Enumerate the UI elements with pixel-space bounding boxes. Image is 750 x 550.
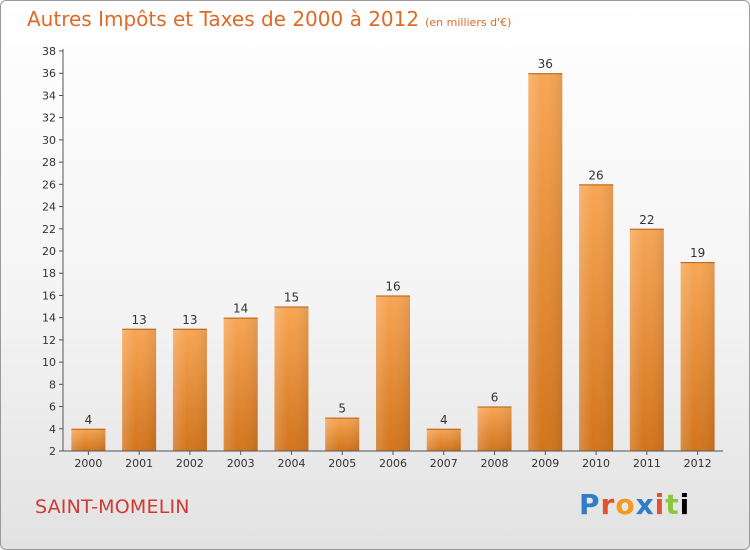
bar-2005: 5 — [325, 402, 360, 451]
bar-shade — [274, 306, 309, 451]
bar-2004: 15 — [274, 291, 309, 451]
bar-value-label: 36 — [538, 57, 553, 71]
bar-2010: 26 — [579, 168, 614, 452]
bar-shade — [172, 328, 207, 451]
logo-letter: i — [679, 488, 691, 521]
bar-2012: 19 — [680, 246, 715, 451]
x-tick-label: 2002 — [176, 457, 204, 470]
bar-shade — [223, 317, 258, 451]
bar-2003: 14 — [223, 302, 258, 451]
bar-shade — [122, 328, 157, 451]
bar-value-label: 13 — [132, 313, 147, 327]
bar-shade — [579, 184, 614, 452]
bar-value-label: 4 — [85, 413, 93, 427]
y-tick-label: 38 — [42, 45, 56, 58]
y-tick-label: 32 — [42, 112, 56, 125]
bar-shade — [376, 295, 410, 451]
logo-letter: x — [635, 488, 655, 521]
logo-letter: t — [665, 488, 680, 521]
x-tick-label: 2004 — [277, 457, 305, 470]
bar-shade — [71, 428, 106, 451]
bar-shade — [426, 428, 461, 451]
bar-value-label: 4 — [440, 413, 448, 427]
bar-2011: 22 — [629, 213, 664, 451]
logo-letter: r — [600, 488, 616, 521]
bar-shade — [629, 228, 664, 451]
x-tick-label: 2011 — [633, 457, 661, 470]
bar-value-label: 19 — [690, 246, 705, 260]
bar-shade — [680, 262, 715, 451]
y-tick-label: 30 — [42, 134, 56, 147]
y-tick-label: 36 — [42, 67, 56, 80]
chart-unit: (en milliers d'€) — [425, 16, 512, 29]
x-tick-label: 2009 — [531, 457, 559, 470]
bar-value-label: 15 — [284, 291, 299, 305]
y-tick-label: 6 — [49, 401, 56, 414]
y-tick-label: 22 — [42, 223, 56, 236]
bar-shade — [477, 406, 512, 451]
bar-2009: 36 — [528, 57, 563, 451]
y-tick-label: 28 — [42, 156, 56, 169]
bar-value-label: 16 — [385, 279, 400, 293]
x-tick-label: 2000 — [74, 457, 102, 470]
bar-2008: 6 — [477, 391, 512, 451]
chart-title-text: Autres Impôts et Taxes de 2000 à 2012 — [27, 7, 420, 31]
bar-2007: 4 — [426, 413, 461, 451]
x-tick-label: 2005 — [328, 457, 356, 470]
logo-letter: o — [615, 488, 636, 521]
bar-2000: 4 — [71, 413, 106, 451]
bar-value-label: 13 — [182, 313, 197, 327]
bar-2001: 13 — [122, 313, 157, 451]
y-tick-label: 2 — [49, 445, 56, 458]
bar-shade — [528, 73, 563, 451]
x-tick-label: 2001 — [125, 457, 153, 470]
logo-letter: P — [579, 488, 601, 521]
y-tick-label: 24 — [42, 201, 56, 214]
bar-value-label: 5 — [338, 402, 346, 416]
x-tick-label: 2007 — [430, 457, 458, 470]
y-tick-label: 10 — [42, 356, 56, 369]
logo-letter: i — [654, 488, 666, 521]
bar-value-label: 22 — [639, 213, 654, 227]
x-tick-label: 2012 — [684, 457, 712, 470]
bar-value-label: 6 — [491, 391, 499, 405]
x-tick-label: 2003 — [227, 457, 255, 470]
y-tick-label: 18 — [42, 267, 56, 280]
bar-shade — [325, 417, 360, 451]
bar-value-label: 14 — [233, 302, 248, 316]
y-tick-label: 4 — [49, 423, 56, 436]
x-tick-label: 2006 — [379, 457, 407, 470]
y-tick-label: 34 — [42, 89, 56, 102]
y-tick-label: 26 — [42, 178, 56, 191]
y-tick-label: 12 — [42, 334, 56, 347]
x-axis: 2000 2001 2002 2003 2004 2005 2006 2007 2008 2009… — [63, 450, 723, 470]
chart-title: Autres Impôts et Taxes de 2000 à 2012 (en… — [27, 7, 511, 31]
y-tick-label: 14 — [42, 312, 56, 325]
commune-name: SAINT-MOMELIN — [35, 496, 190, 518]
bar-2002: 13 — [172, 313, 207, 451]
x-tick-label: 2008 — [481, 457, 509, 470]
proxiti-logo: Proxiti — [579, 488, 690, 521]
bar-2006: 16 — [376, 279, 410, 451]
y-tick-label: 20 — [42, 245, 56, 258]
x-tick-label: 2010 — [582, 457, 610, 470]
y-tick-label: 8 — [49, 378, 56, 391]
y-tick-label: 16 — [42, 289, 56, 302]
bar-value-label: 26 — [588, 168, 603, 182]
